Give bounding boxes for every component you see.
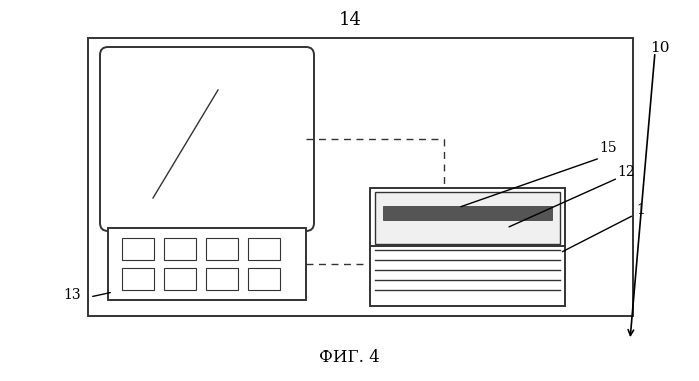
Text: 14: 14 [338,11,361,29]
Text: 12: 12 [617,165,635,179]
Bar [88,38,633,316]
Bar [206,238,238,260]
Bar [248,238,280,260]
Bar [248,268,280,290]
Text: 15: 15 [599,141,617,155]
Bar [122,238,154,260]
Bar [108,228,306,300]
Text: 13: 13 [63,288,81,302]
Text: ФИГ. 4: ФИГ. 4 [319,349,380,367]
Bar [370,188,565,306]
Bar [164,268,196,290]
Bar [164,238,196,260]
Bar [206,268,238,290]
Bar [122,268,154,290]
Bar [375,192,560,244]
FancyBboxPatch shape [100,47,314,231]
Text: 1: 1 [637,203,645,217]
Bar [383,206,552,220]
Text: 10: 10 [650,41,670,55]
